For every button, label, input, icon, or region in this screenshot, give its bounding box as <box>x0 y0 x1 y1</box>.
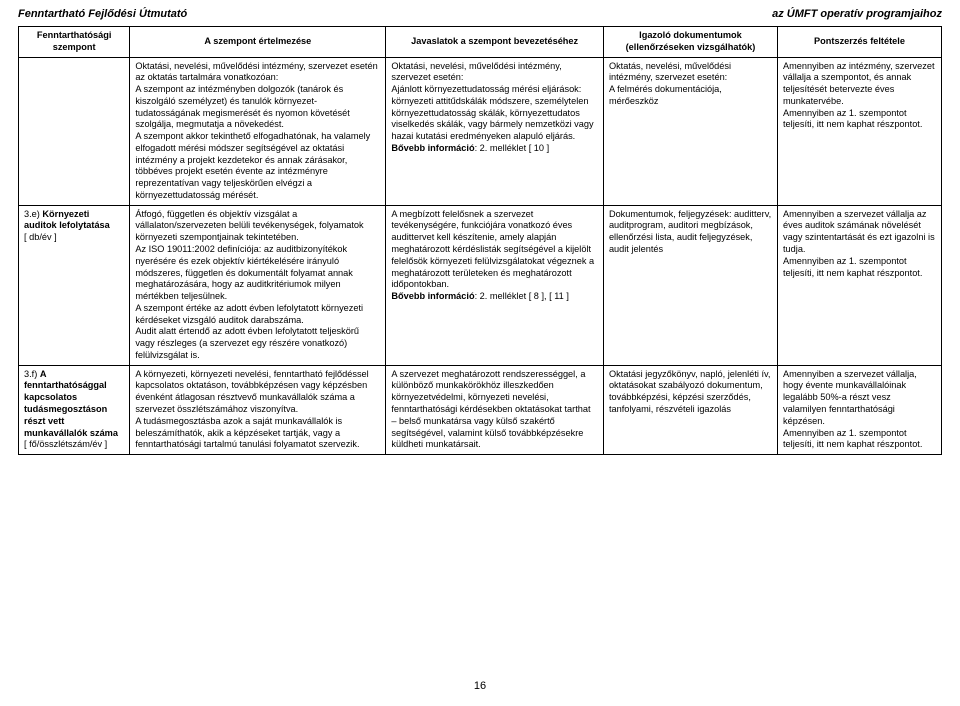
header-left: Fenntartható Fejlődési Útmutató <box>18 8 187 20</box>
suggestions-cell: Oktatási, nevelési, művelődési intézmény… <box>386 57 604 205</box>
col-header-interpretation: A szempont értelmezése <box>130 27 386 58</box>
col-header-points: Pontszerzés feltétele <box>778 27 942 58</box>
interpretation-cell: A környezeti, környezeti nevelési, fennt… <box>130 365 386 454</box>
criterion-cell: 3.f) A fenntarthatósággal kapcsolatos tu… <box>19 365 130 454</box>
criterion-cell: 3.e) Környezeti auditok lefolytatása[ db… <box>19 205 130 365</box>
points-cell: Amennyiben a szervezet vállalja az éves … <box>778 205 942 365</box>
table-row: Oktatási, nevelési, művelődési intézmény… <box>19 57 942 205</box>
suggestions-cell: A megbízott felelősnek a szervezet tevék… <box>386 205 604 365</box>
table-row: 3.f) A fenntarthatósággal kapcsolatos tu… <box>19 365 942 454</box>
page-header: Fenntartható Fejlődési Útmutató az ÚMFT … <box>18 8 942 20</box>
table-header-row: Fenntarthatósági szempont A szempont ért… <box>19 27 942 58</box>
header-right: az ÚMFT operatív programjaihoz <box>772 8 942 20</box>
interpretation-cell: Oktatási, nevelési, művelődési intézmény… <box>130 57 386 205</box>
points-cell: Amennyiben az intézmény, szervezet válla… <box>778 57 942 205</box>
criterion-cell <box>19 57 130 205</box>
col-header-criterion: Fenntarthatósági szempont <box>19 27 130 58</box>
interpretation-cell: Átfogó, független és objektív vizsgálat … <box>130 205 386 365</box>
criteria-table: Fenntarthatósági szempont A szempont ért… <box>18 26 942 455</box>
page-number: 16 <box>0 680 960 692</box>
documents-cell: Oktatási jegyzőkönyv, napló, jelenléti í… <box>603 365 777 454</box>
documents-cell: Dokumentumok, feljegyzések: auditterv, a… <box>603 205 777 365</box>
table-row: 3.e) Környezeti auditok lefolytatása[ db… <box>19 205 942 365</box>
documents-cell: Oktatás, nevelési, művelődési intézmény,… <box>603 57 777 205</box>
points-cell: Amennyiben a szervezet vállalja, hogy év… <box>778 365 942 454</box>
col-header-documents: Igazoló dokumentumok (ellenőrzéseken viz… <box>603 27 777 58</box>
col-header-suggestions: Javaslatok a szempont bevezetéséhez <box>386 27 604 58</box>
suggestions-cell: A szervezet meghatározott rendszerességg… <box>386 365 604 454</box>
